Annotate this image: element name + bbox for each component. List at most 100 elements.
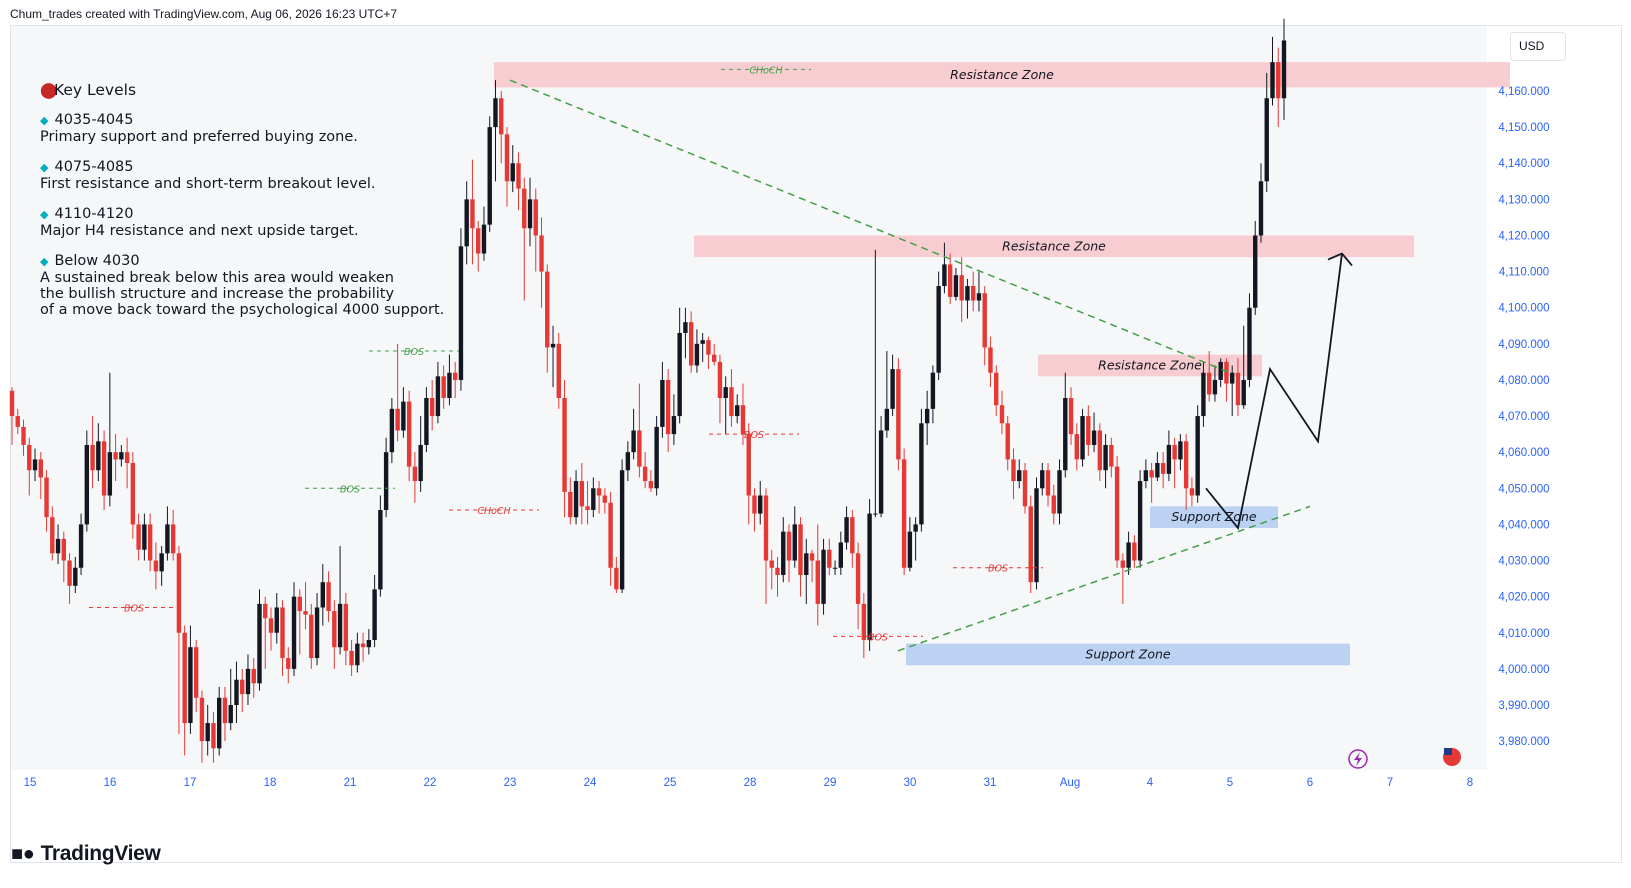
candle-up [781, 531, 786, 575]
candle-down [1172, 444, 1177, 460]
candle-down [798, 524, 803, 575]
candle-up [1137, 481, 1143, 561]
pushpin-icon: ⬤ [40, 81, 58, 99]
candle-up [573, 481, 579, 518]
tradingview-logo-icon: ■● [11, 843, 35, 865]
currency-selector[interactable]: USD [1510, 32, 1566, 61]
chart-attribution: Chum_trades created with TradingView.com… [10, 7, 398, 21]
candle-down [90, 444, 95, 471]
x-axis-tick: 5 [1227, 777, 1233, 789]
x-axis-tick: 21 [344, 777, 357, 789]
candle-down [688, 322, 694, 366]
projection-arrowhead [1327, 252, 1353, 267]
candle-down [562, 398, 567, 492]
candle-down [1120, 560, 1126, 568]
zone-label: Resistance Zone [950, 67, 1054, 82]
candle-down [15, 416, 20, 427]
candle-up [84, 444, 90, 525]
candle-down [947, 264, 953, 297]
candle-down [286, 658, 291, 669]
candle-up [550, 343, 556, 348]
candle-down [815, 560, 820, 604]
candle-down [193, 647, 199, 698]
key-level-item: ◆ 4035-4045 Primary support and preferred … [40, 112, 444, 145]
candle-down [349, 650, 354, 666]
candle-up [1258, 181, 1264, 236]
candle-down [706, 340, 711, 355]
y-axis-tick: 4,010.000 [1498, 628, 1549, 640]
candle-down [222, 697, 228, 724]
structure-label: BOS [988, 564, 1008, 575]
key-level-item: ◆ 4110-4120 Major H4 resistance and next u… [40, 206, 444, 239]
structure-label: CHoCH [477, 506, 510, 517]
candle-up [481, 224, 487, 254]
candle-down [642, 466, 648, 482]
candle-down [988, 347, 993, 373]
candle-up [1218, 361, 1223, 380]
candle-down [1051, 495, 1056, 514]
structure-label: BOS [404, 347, 424, 358]
candle-down [1114, 466, 1120, 561]
x-axis-tick: 6 [1307, 777, 1313, 789]
candle-down [602, 495, 608, 503]
x-axis-tick: 18 [264, 777, 277, 789]
y-axis-tick: 3,990.000 [1498, 700, 1549, 712]
candle-up [1080, 416, 1085, 460]
lightning-icon[interactable] [1348, 749, 1368, 769]
candle-up [694, 343, 700, 366]
candle-up [1091, 430, 1097, 445]
candle-down [297, 596, 302, 612]
candle-up [942, 264, 947, 287]
structure-label: CHoCH [749, 65, 782, 76]
candle-up [1178, 441, 1183, 460]
candle-up [677, 332, 682, 417]
candle-down [994, 372, 999, 406]
brand-name: TradingView [40, 842, 161, 865]
candle-up [890, 369, 895, 409]
key-level-description: Primary support and preferred buying zon… [40, 129, 358, 145]
tradingview-brand[interactable]: ■● TradingView [11, 842, 161, 866]
candle-up [804, 553, 809, 575]
candle-up [1281, 40, 1287, 99]
candle-down [1160, 463, 1166, 474]
zone-label: Resistance Zone [1098, 357, 1202, 372]
candle-up [1063, 398, 1068, 471]
candle-up [873, 513, 878, 515]
candle-down [429, 398, 435, 417]
candle-up [700, 340, 705, 344]
candle-up [389, 408, 395, 453]
y-axis-tick: 4,130.000 [1498, 194, 1549, 206]
candle-down [1109, 444, 1114, 467]
candle-up [671, 416, 677, 435]
candle-down [1068, 398, 1074, 435]
candle-down [124, 452, 130, 464]
structure-label: BOS [340, 484, 360, 495]
candle-down [199, 697, 205, 742]
zone-label: Support Zone [1085, 646, 1171, 661]
candle-down [775, 567, 780, 575]
key-levels-title: ⬤Key Levels [40, 82, 444, 98]
zone-label: Support Zone [1171, 509, 1257, 524]
y-axis-tick: 4,050.000 [1498, 483, 1549, 495]
candle-up [1143, 470, 1149, 482]
candle-up [188, 647, 193, 724]
candle-down [182, 632, 187, 724]
candle-down [326, 582, 331, 612]
candle-down [101, 441, 107, 496]
candle-up [205, 723, 210, 742]
y-axis-tick: 4,160.000 [1498, 86, 1549, 98]
candle-down [61, 538, 67, 561]
candle-up [919, 423, 924, 525]
key-level-description: A sustained break below this area would … [40, 270, 394, 286]
key-level-range: ◆ 4035-4045 [40, 112, 134, 128]
candle-up [165, 524, 170, 554]
candle-down [251, 668, 256, 684]
candle-up [32, 459, 38, 471]
candle-up [631, 430, 636, 453]
candle-down [343, 603, 349, 651]
candle-down [1206, 372, 1212, 395]
candle-up [372, 589, 377, 640]
candle-up [55, 538, 61, 554]
candle-up [878, 430, 884, 514]
